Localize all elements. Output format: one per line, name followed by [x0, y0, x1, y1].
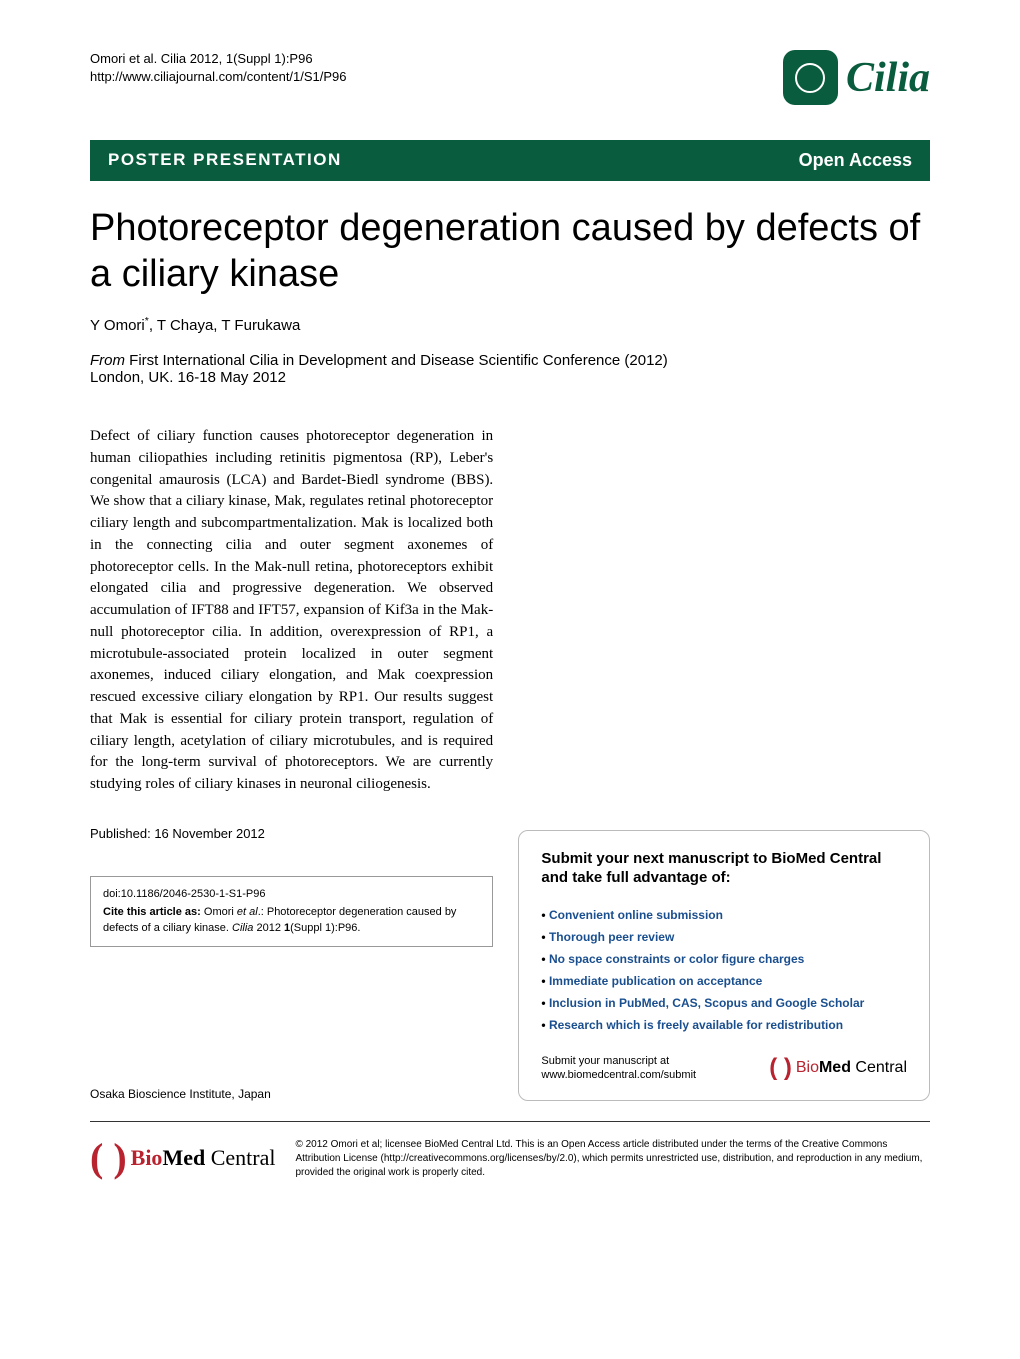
- citation-line-1: Omori et al. Cilia 2012, 1(Suppl 1):P96: [90, 50, 347, 68]
- promo-list: Convenient online submission Thorough pe…: [541, 904, 907, 1036]
- citation-meta: Omori et al. Cilia 2012, 1(Suppl 1):P96 …: [90, 50, 347, 86]
- lower-two-column: doi:10.1186/2046-2530-1-S1-P96 Cite this…: [90, 876, 930, 1101]
- open-access-label: Open Access: [799, 150, 912, 171]
- header-meta: Omori et al. Cilia 2012, 1(Suppl 1):P96 …: [90, 50, 930, 105]
- cilia-logo-icon: [783, 50, 838, 105]
- promo-item[interactable]: Research which is freely available for r…: [541, 1014, 907, 1036]
- license-text: © 2012 Omori et al; licensee BioMed Cent…: [295, 1138, 930, 1180]
- affiliation: Osaka Bioscience Institute, Japan: [90, 1087, 493, 1101]
- submit-url[interactable]: www.biomedcentral.com/submit: [541, 1069, 696, 1081]
- biomed-central-logo-small: ( ) BioMed Central: [769, 1054, 907, 1082]
- doi: doi:10.1186/2046-2530-1-S1-P96: [103, 887, 480, 902]
- journal-name: Cilia: [846, 54, 930, 102]
- journal-logo: Cilia: [783, 50, 930, 105]
- article-title: Photoreceptor degeneration caused by def…: [90, 206, 930, 297]
- biomed-central-logo: ( ) BioMed Central: [90, 1138, 275, 1178]
- promo-item[interactable]: Immediate publication on acceptance: [541, 970, 907, 992]
- conference-info: From First International Cilia in Develo…: [90, 352, 930, 386]
- cite-label: Cite this article as:: [103, 906, 201, 918]
- bmc-paren-icon: ( ): [769, 1054, 792, 1082]
- article-type-banner: POSTER PRESENTATION Open Access: [90, 140, 930, 181]
- page-footer: ( ) BioMed Central © 2012 Omori et al; l…: [90, 1138, 930, 1180]
- promo-item[interactable]: Thorough peer review: [541, 926, 907, 948]
- promo-title: Submit your next manuscript to BioMed Ce…: [541, 849, 907, 888]
- promo-item[interactable]: Convenient online submission: [541, 904, 907, 926]
- submit-promo-box: Submit your next manuscript to BioMed Ce…: [518, 830, 930, 1102]
- bmc-paren-icon: ( ): [90, 1138, 127, 1178]
- article-type: POSTER PRESENTATION: [108, 150, 342, 171]
- authors: Y Omori*, T Chaya, T Furukawa: [90, 315, 930, 334]
- promo-footer: Submit your manuscript at www.biomedcent…: [541, 1054, 907, 1083]
- conference-location: London, UK. 16-18 May 2012: [90, 369, 286, 386]
- conference-name: First International Cilia in Development…: [129, 352, 668, 369]
- citation-url[interactable]: http://www.ciliajournal.com/content/1/S1…: [90, 68, 347, 86]
- promo-item[interactable]: Inclusion in PubMed, CAS, Scopus and Goo…: [541, 992, 907, 1014]
- submit-instructions: Submit your manuscript at www.biomedcent…: [541, 1054, 696, 1083]
- citation-box: doi:10.1186/2046-2530-1-S1-P96 Cite this…: [90, 876, 493, 947]
- abstract-text: Defect of ciliary function causes photor…: [90, 426, 493, 796]
- from-label: From: [90, 352, 125, 369]
- footer-divider: [90, 1121, 930, 1122]
- promo-item[interactable]: No space constraints or color figure cha…: [541, 948, 907, 970]
